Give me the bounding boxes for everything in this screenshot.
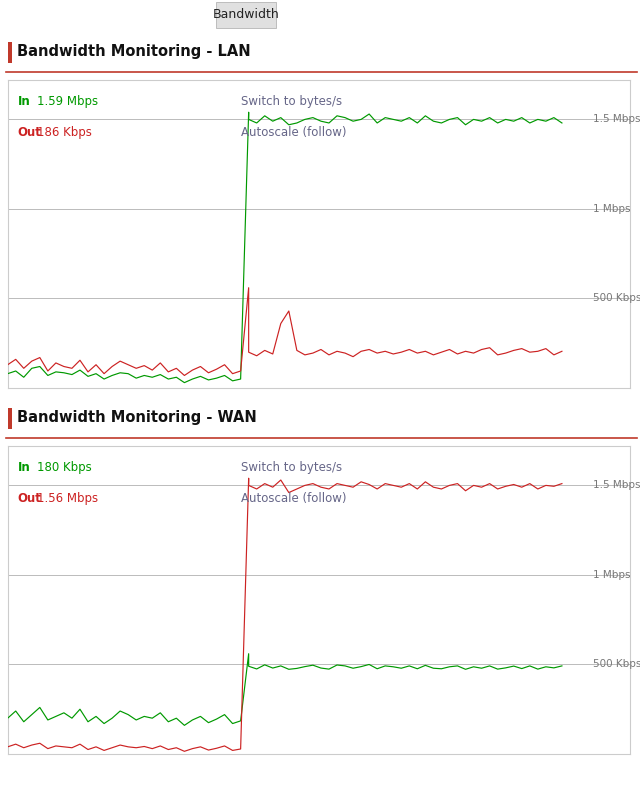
- Text: In: In: [17, 461, 30, 474]
- Text: WAN: WAN: [65, 8, 95, 21]
- Text: Out: Out: [17, 491, 41, 505]
- Text: 1.56 Mbps: 1.56 Mbps: [37, 491, 98, 505]
- FancyBboxPatch shape: [216, 2, 276, 28]
- Text: 1.5 Mbps: 1.5 Mbps: [593, 480, 640, 491]
- Bar: [8, 42, 12, 63]
- Text: Bandwidth: Bandwidth: [212, 8, 280, 21]
- Text: 500 Kbps: 500 Kbps: [593, 660, 640, 669]
- Text: 1.59 Mbps: 1.59 Mbps: [37, 95, 98, 108]
- Text: 1 Mbps: 1 Mbps: [593, 570, 630, 580]
- Text: Switch to bytes/s: Switch to bytes/s: [241, 461, 342, 474]
- Text: 1 Mbps: 1 Mbps: [593, 204, 630, 214]
- Text: 186 Kbps: 186 Kbps: [37, 126, 92, 139]
- Text: Router: Router: [14, 8, 56, 21]
- Text: Switch to bytes/s: Switch to bytes/s: [241, 95, 342, 108]
- Text: Autoscale (follow): Autoscale (follow): [241, 491, 346, 505]
- Text: 1.5 Mbps: 1.5 Mbps: [593, 114, 640, 125]
- Text: Out: Out: [17, 126, 41, 139]
- Text: LAN: LAN: [109, 8, 134, 21]
- Text: Autoscale (follow): Autoscale (follow): [241, 126, 346, 139]
- Text: Bandwidth Monitoring - WAN: Bandwidth Monitoring - WAN: [17, 410, 257, 425]
- Text: Wireless: Wireless: [148, 8, 201, 21]
- Text: 180 Kbps: 180 Kbps: [37, 461, 92, 474]
- Text: 500 Kbps: 500 Kbps: [593, 294, 640, 303]
- Text: In: In: [17, 95, 30, 108]
- Bar: [8, 407, 12, 429]
- Text: Bandwidth Monitoring - LAN: Bandwidth Monitoring - LAN: [17, 44, 251, 59]
- Text: Sys-Info: Sys-Info: [291, 8, 341, 21]
